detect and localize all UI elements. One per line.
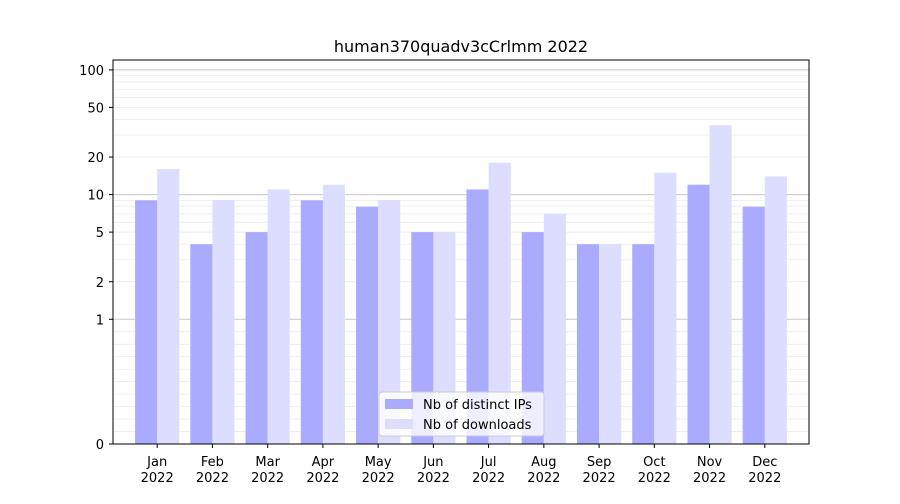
y-tick-label: 100 [79, 64, 104, 79]
bar [356, 206, 379, 444]
x-tick-label-year: 2022 [638, 471, 671, 486]
x-tick-label-month: May [365, 455, 392, 470]
y-tick-label: 2 [96, 276, 104, 291]
chart-title: human370quadv3cCrlmm 2022 [334, 37, 588, 56]
y-tick-label: 20 [87, 151, 104, 166]
legend-box [378, 391, 545, 437]
x-tick-label-month: Apr [312, 455, 335, 470]
x-tick-label-year: 2022 [583, 471, 616, 486]
bar [157, 169, 180, 444]
x-tick-label-year: 2022 [251, 471, 284, 486]
x-tick-label-year: 2022 [362, 471, 395, 486]
legend-label: Nb of downloads [423, 418, 532, 433]
bar [135, 200, 158, 444]
x-tick-label-year: 2022 [196, 471, 229, 486]
x-tick-label-year: 2022 [472, 471, 505, 486]
bar [764, 176, 787, 444]
bar [322, 184, 345, 444]
y-tick-label: 50 [87, 101, 104, 116]
y-tick-label: 1 [96, 313, 104, 328]
x-tick-label-month: Oct [643, 455, 665, 470]
bar [190, 244, 213, 444]
bar [488, 162, 511, 444]
x-tick-label-year: 2022 [417, 471, 450, 486]
x-tick-label-month: Sep [587, 455, 612, 470]
bar [212, 200, 235, 444]
x-tick-label-month: Dec [752, 455, 777, 470]
bar [466, 189, 489, 444]
x-tick-label-month: Jan [146, 455, 167, 470]
bar [599, 244, 622, 444]
x-tick-label-year: 2022 [141, 471, 174, 486]
bar [433, 232, 456, 444]
x-tick-label-month: Aug [531, 455, 556, 470]
x-tick-label-month: Feb [201, 455, 224, 470]
bar [521, 232, 544, 444]
bar [577, 244, 600, 444]
plot-frame [112, 59, 810, 445]
x-tick-label-month: Jun [422, 455, 443, 470]
x-tick-label-year: 2022 [693, 471, 726, 486]
axes: Jan2022Feb2022Mar2022Apr2022May2022Jun20… [79, 59, 810, 486]
bar [245, 232, 268, 444]
bar [687, 184, 710, 444]
y-tick-label: 0 [96, 438, 104, 453]
x-tick-label-month: Jul [480, 455, 497, 470]
bar [267, 189, 290, 444]
bar [378, 200, 401, 444]
bar [411, 232, 434, 444]
bar [300, 200, 323, 444]
bar [709, 125, 732, 445]
x-tick-label-month: Nov [697, 455, 723, 470]
bar [742, 206, 765, 444]
legend-swatch [385, 399, 413, 409]
y-tick-label: 5 [96, 226, 104, 241]
x-tick-label-year: 2022 [306, 471, 339, 486]
legend-swatch [385, 419, 413, 429]
x-tick-label-year: 2022 [527, 471, 560, 486]
bar [632, 244, 655, 444]
x-tick-label-year: 2022 [748, 471, 781, 486]
bar [654, 172, 677, 444]
legend-label: Nb of distinct IPs [423, 398, 532, 413]
legend: Nb of distinct IPs Nb of downloads [378, 391, 545, 437]
y-tick-label: 10 [87, 189, 104, 204]
x-tick-label-month: Mar [255, 455, 280, 470]
bar [543, 213, 566, 444]
bars [135, 125, 787, 445]
